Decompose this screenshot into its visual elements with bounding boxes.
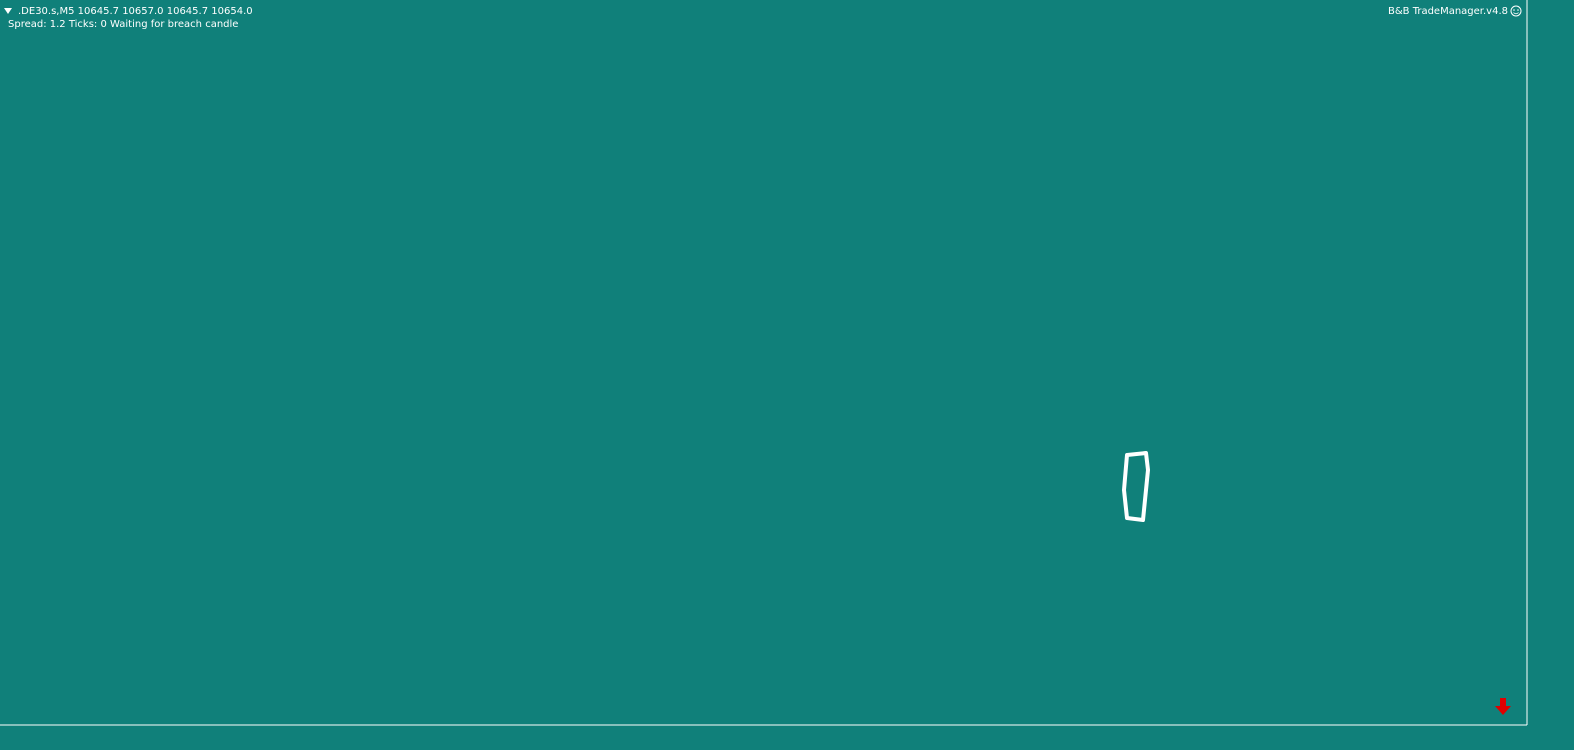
indicator-name: B&B TradeManager.v4.8 <box>1388 6 1508 17</box>
hand-drawn-circle <box>1122 451 1150 522</box>
symbol-line: .DE30.s,M5 10645.7 10657.0 10645.7 10654… <box>18 6 253 17</box>
status-line: Spread: 1.2 Ticks: 0 Waiting for breach … <box>8 19 238 30</box>
axes <box>0 0 1528 726</box>
sell-arrow <box>1495 698 1511 715</box>
collapse-icon[interactable] <box>4 8 12 14</box>
indicator-icon[interactable] <box>1510 5 1522 17</box>
